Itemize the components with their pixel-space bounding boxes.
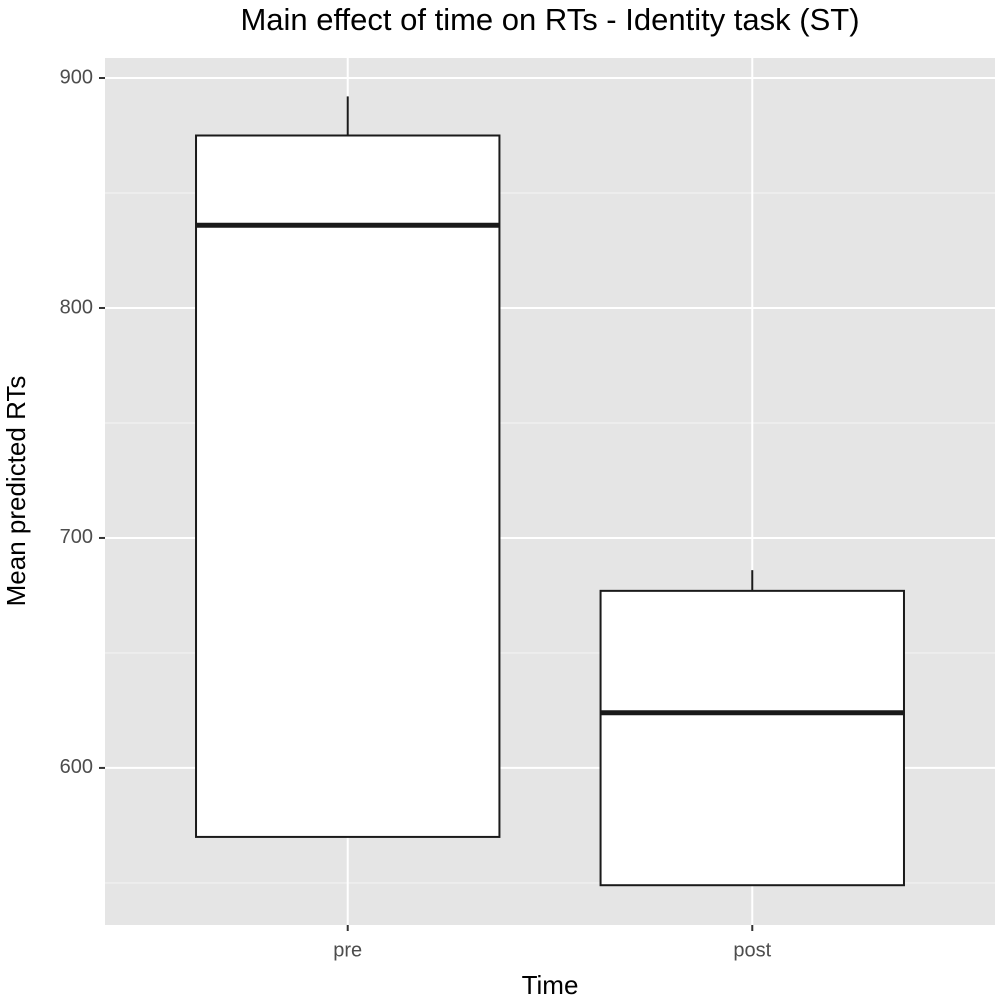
y-tick-label: 800: [60, 296, 93, 318]
y-tick-label: 700: [60, 526, 93, 548]
y-axis-label: Mean predicted RTs: [1, 376, 31, 607]
chart-title: Main effect of time on RTs - Identity ta…: [240, 2, 859, 37]
x-axis-label: Time: [522, 970, 579, 1000]
box: [195, 134, 501, 838]
y-tick-label: 600: [60, 756, 93, 778]
box: [599, 589, 905, 887]
x-tick-label: pre: [333, 939, 362, 961]
y-tick-label: 900: [60, 66, 93, 88]
x-tick-label: post: [733, 939, 771, 961]
